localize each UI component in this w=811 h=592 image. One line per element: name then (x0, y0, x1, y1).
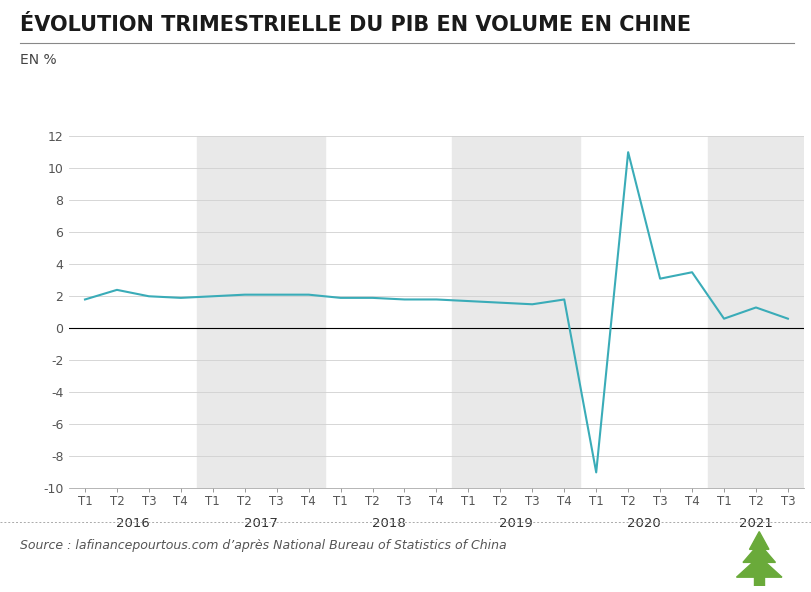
Bar (452, 136, 580, 488)
Bar (707, 136, 803, 488)
Text: 2021: 2021 (738, 517, 772, 530)
Text: ÉVOLUTION TRIMESTRIELLE DU PIB EN VOLUME EN CHINE: ÉVOLUTION TRIMESTRIELLE DU PIB EN VOLUME… (20, 15, 691, 35)
Text: Source : lafinancepourtous.com d’après National Bureau of Statistics of China: Source : lafinancepourtous.com d’après N… (20, 539, 506, 552)
Text: 2016: 2016 (116, 517, 149, 530)
Polygon shape (753, 574, 763, 586)
Text: 2020: 2020 (626, 517, 660, 530)
Polygon shape (742, 543, 775, 562)
Bar (196, 136, 324, 488)
Text: 2018: 2018 (371, 517, 405, 530)
Text: 2017: 2017 (243, 517, 277, 530)
Polygon shape (749, 532, 768, 549)
Text: EN %: EN % (20, 53, 57, 67)
Text: 2019: 2019 (499, 517, 533, 530)
Polygon shape (736, 556, 781, 577)
